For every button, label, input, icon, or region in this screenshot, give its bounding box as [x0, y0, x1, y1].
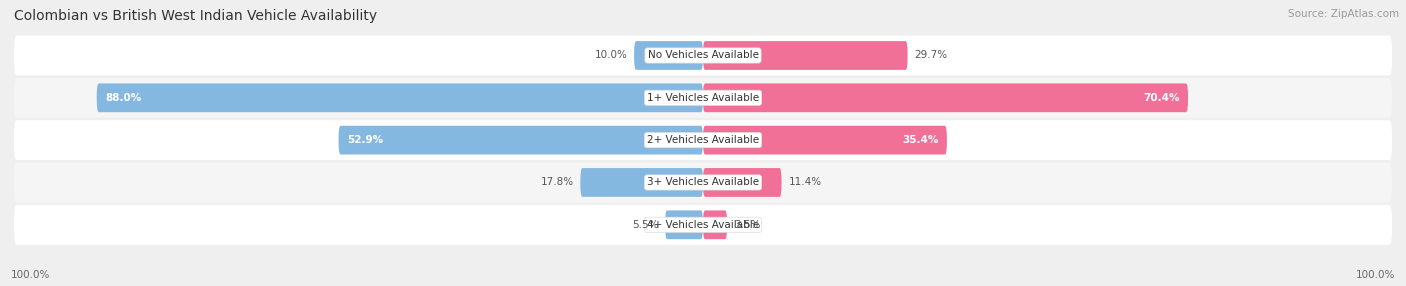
FancyBboxPatch shape	[703, 84, 1188, 112]
FancyBboxPatch shape	[703, 41, 908, 70]
FancyBboxPatch shape	[14, 78, 1392, 118]
Text: 100.0%: 100.0%	[1355, 270, 1395, 280]
Text: 17.8%: 17.8%	[540, 178, 574, 187]
Text: 70.4%: 70.4%	[1143, 93, 1180, 103]
FancyBboxPatch shape	[703, 126, 946, 154]
Text: 2+ Vehicles Available: 2+ Vehicles Available	[647, 135, 759, 145]
FancyBboxPatch shape	[14, 35, 1392, 76]
Text: No Vehicles Available: No Vehicles Available	[648, 51, 758, 60]
FancyBboxPatch shape	[14, 120, 1392, 160]
FancyBboxPatch shape	[581, 168, 703, 197]
Text: 29.7%: 29.7%	[914, 51, 948, 60]
Text: 100.0%: 100.0%	[11, 270, 51, 280]
Text: 10.0%: 10.0%	[595, 51, 627, 60]
FancyBboxPatch shape	[14, 162, 1392, 202]
FancyBboxPatch shape	[703, 168, 782, 197]
Legend: Colombian, British West Indian: Colombian, British West Indian	[585, 285, 821, 286]
FancyBboxPatch shape	[665, 210, 703, 239]
Text: 88.0%: 88.0%	[105, 93, 141, 103]
FancyBboxPatch shape	[634, 41, 703, 70]
FancyBboxPatch shape	[97, 84, 703, 112]
Text: 52.9%: 52.9%	[347, 135, 382, 145]
Text: 11.4%: 11.4%	[789, 178, 821, 187]
Text: 35.4%: 35.4%	[903, 135, 939, 145]
Text: 5.5%: 5.5%	[631, 220, 658, 230]
Text: Source: ZipAtlas.com: Source: ZipAtlas.com	[1288, 9, 1399, 19]
FancyBboxPatch shape	[14, 205, 1392, 245]
Text: 1+ Vehicles Available: 1+ Vehicles Available	[647, 93, 759, 103]
FancyBboxPatch shape	[339, 126, 703, 154]
Text: Colombian vs British West Indian Vehicle Availability: Colombian vs British West Indian Vehicle…	[14, 9, 377, 23]
Text: 3+ Vehicles Available: 3+ Vehicles Available	[647, 178, 759, 187]
Text: 3.5%: 3.5%	[734, 220, 761, 230]
FancyBboxPatch shape	[703, 210, 727, 239]
Text: 4+ Vehicles Available: 4+ Vehicles Available	[647, 220, 759, 230]
